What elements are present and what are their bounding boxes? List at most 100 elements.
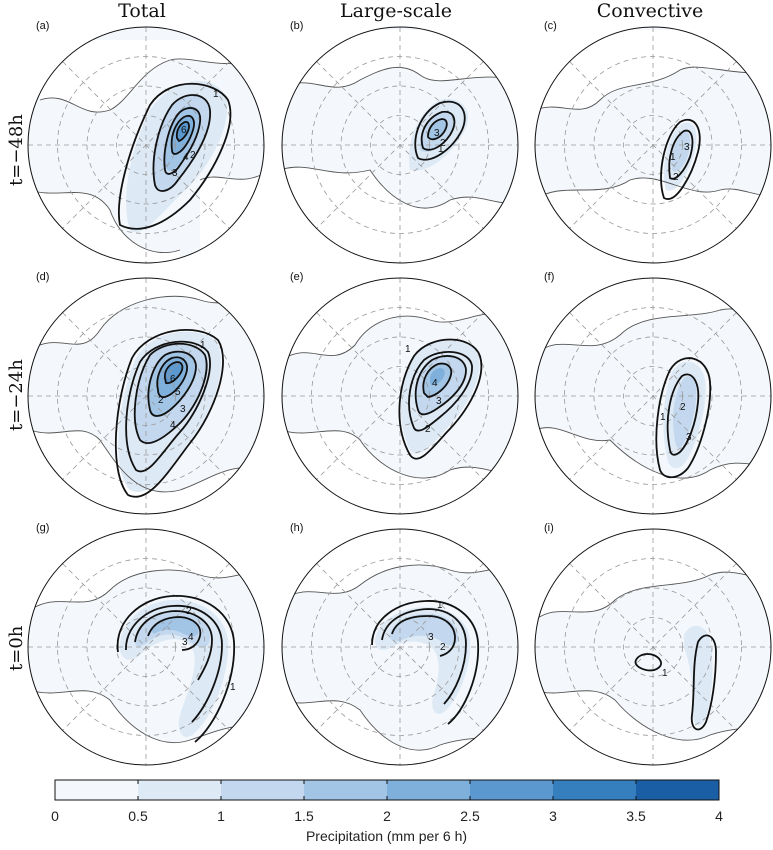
contour-label: 1 [662, 668, 668, 679]
panel-label-h: (h) [290, 522, 304, 534]
contour-label: 2 [190, 150, 196, 161]
panel-f: 1 2 3 [534, 277, 772, 515]
panel-g-thin-contour [29, 689, 264, 744]
contour-label: 5 [175, 387, 181, 398]
panel-h: 1 2 3 [281, 528, 519, 766]
contour-label: 1 [437, 600, 443, 611]
column-title-large-scale: Large-scale [340, 0, 452, 22]
contour-label: 4 [170, 420, 176, 431]
contour-label: 1 [230, 682, 236, 693]
contour-label: 3 [436, 396, 442, 407]
contour-label: 2 [440, 138, 446, 149]
panel-f-contour-labels: 1 2 3 [660, 402, 692, 443]
contour-label: 6 [181, 125, 187, 136]
panel-c: 1 2 3 [534, 26, 772, 264]
panel-a-thick-contours [118, 83, 232, 230]
panel-label-i: (i) [544, 522, 554, 534]
contour-label: 4 [188, 632, 194, 643]
colorbar-bin [138, 780, 221, 800]
contour-label: 2 [680, 402, 686, 413]
panel-b-outline [281, 26, 519, 264]
panel-b: 1 2 3 [281, 26, 519, 264]
panel-f-grid [535, 278, 771, 514]
panel-h-outline [281, 528, 519, 766]
colorbar-ticks [137, 780, 637, 800]
colorbar-tick-label: 1.5 [294, 808, 314, 824]
panel-i-fill-0.5 [684, 625, 713, 726]
panel-a-grid [28, 27, 264, 263]
panel-f-outline [534, 277, 772, 515]
panel-e-thick-contours [398, 338, 483, 460]
panel-c-dry-region [535, 30, 771, 110]
colorbar-bin [636, 780, 719, 800]
panel-a-thin-contour [29, 189, 181, 254]
contour-label: 2 [440, 642, 446, 653]
panel-f-fill-1 [673, 376, 697, 448]
panel-a-dry-region [200, 170, 264, 263]
contour-label: 1 [438, 144, 444, 155]
panel-i-thick-contours [634, 634, 717, 731]
contour-label: 3 [686, 432, 692, 443]
panel-i-contour-labels: 1 [662, 668, 668, 679]
panel-d: 1 2 3 4 5 6 [27, 277, 265, 515]
colorbar-tick-label: 0.5 [128, 808, 148, 824]
colorbar-tick-label: 3 [549, 808, 557, 824]
panel-c-thin-contour [535, 66, 771, 111]
panel-g-thin-contour [29, 569, 264, 611]
panel-g-contour-labels: 1 2 3 4 [182, 606, 236, 693]
panel-b-grid [282, 27, 518, 263]
contour-label: 1 [670, 152, 676, 163]
panel-label-c: (c) [544, 20, 557, 32]
panel-label-a: (a) [36, 20, 50, 32]
panel-c-grid [535, 27, 771, 263]
colorbar-tick-label: 3.5 [626, 808, 646, 824]
panel-f-thin-contour [535, 427, 771, 479]
panel-b-thin-contour [282, 166, 518, 209]
contour-label: 2 [673, 172, 679, 183]
contour-label: 3 [172, 168, 178, 179]
panel-c-thick-contours [660, 119, 701, 200]
colorbar-bin [387, 780, 470, 800]
colorbar-tick-label: 2 [383, 808, 391, 824]
colorbar-bin [55, 780, 138, 800]
panel-a-thin-contour [39, 58, 251, 113]
colorbar-label: Precipitation (mm per 6 h) [305, 828, 468, 844]
panel-g: 1 2 3 4 [27, 528, 265, 766]
panel-e-contour-labels: 1 2 3 4 [405, 344, 442, 435]
panel-a: 1 2 3 4 6 [27, 26, 265, 264]
panel-label-b: (b) [290, 20, 304, 32]
column-title-total: Total [118, 0, 166, 22]
contour-label: 2 [425, 424, 431, 435]
panel-i-outline [534, 528, 772, 766]
panel-c-dry-region [535, 178, 771, 263]
panel-c-outline [534, 26, 772, 264]
colorbar-tick-label: 4 [715, 808, 723, 824]
contour-label: 3 [182, 637, 188, 648]
panel-b-dry-region [282, 30, 518, 90]
colorbar [54, 779, 720, 801]
panel-f-thick-contours [655, 357, 712, 479]
panel-b-contour-labels: 1 2 3 [434, 128, 446, 155]
panel-c-thin-contour [535, 177, 771, 201]
panel-d-grid [28, 278, 264, 514]
panel-h-grid [282, 529, 518, 765]
colorbar-bin [553, 780, 636, 800]
panel-h-thin-contour [282, 564, 518, 601]
contour-label: 4 [432, 378, 438, 389]
panel-a-contour-labels: 1 2 3 4 6 [172, 89, 219, 179]
panel-d-outline [27, 277, 265, 515]
panel-i: 1 [534, 528, 772, 766]
contour-label: 2 [186, 606, 192, 617]
panel-g-outline [27, 528, 265, 766]
panel-e-outline [281, 277, 519, 515]
contour-label: 3 [434, 128, 440, 139]
panel-e-thin-contour [282, 312, 518, 361]
panel-g-thick-contours [116, 595, 235, 743]
panel-c-contour-labels: 1 2 3 [670, 142, 690, 183]
contour-label: 1 [200, 340, 206, 351]
contour-label: 1 [405, 344, 411, 355]
contour-label: 4 [183, 152, 189, 163]
contour-label: 3 [180, 404, 186, 415]
panel-a-outline [27, 26, 265, 264]
